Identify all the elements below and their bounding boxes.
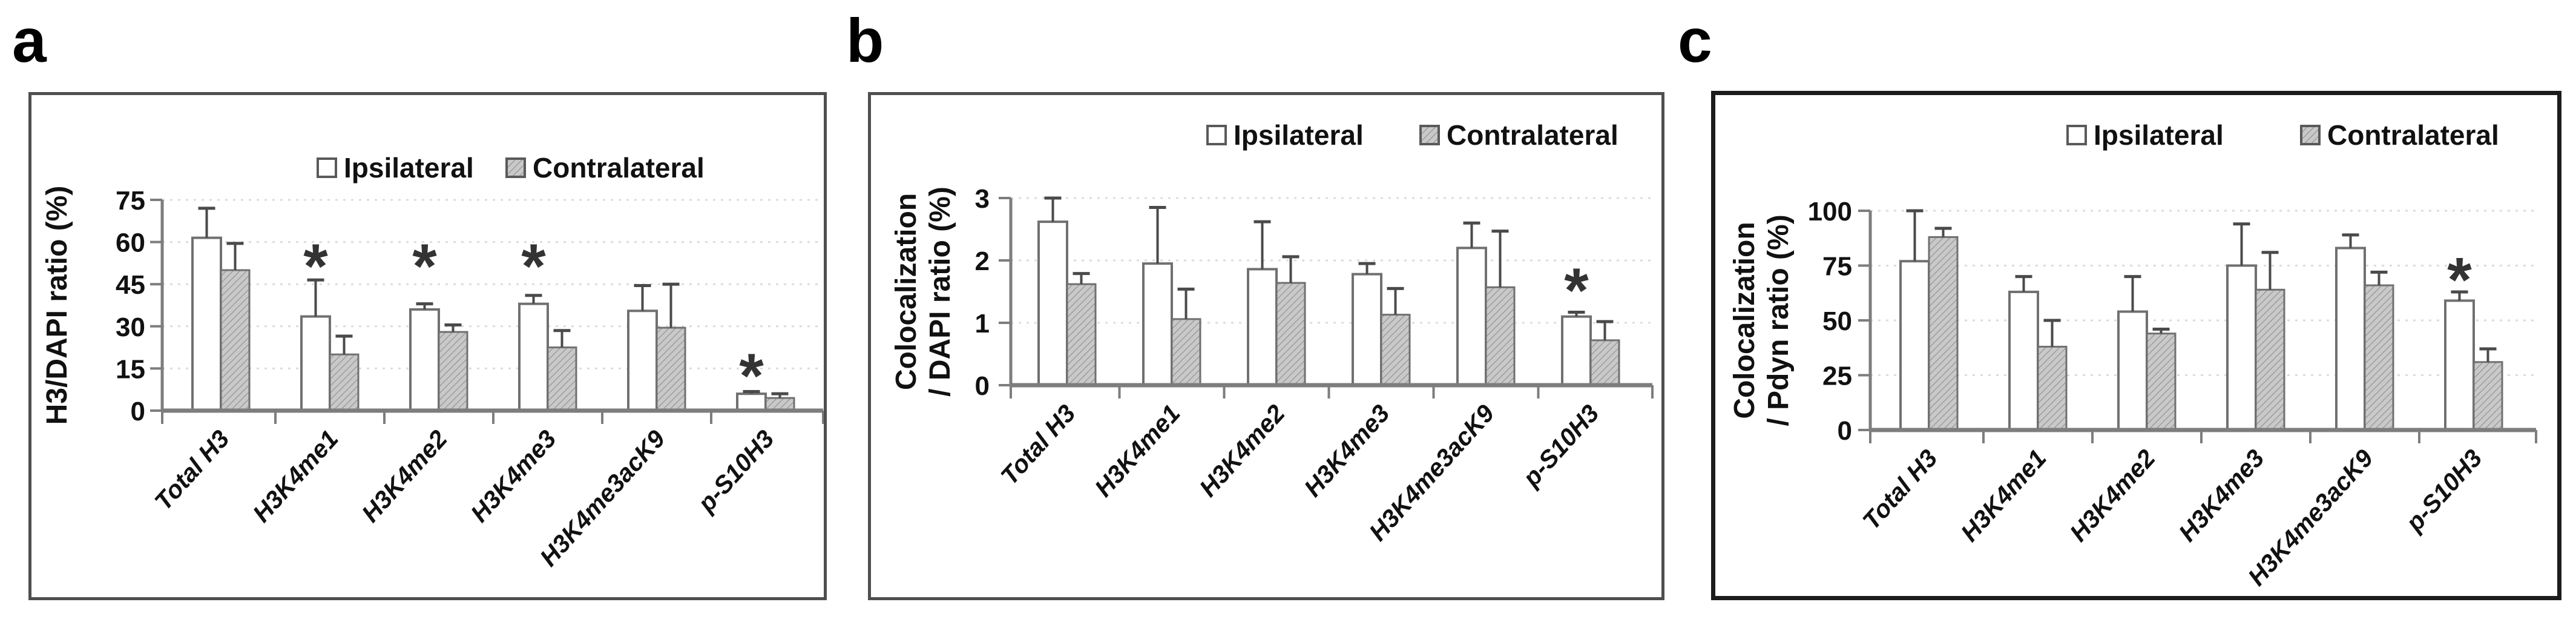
- bar-contralateral: [329, 353, 360, 412]
- legend-label: Ipsilateral: [2094, 119, 2224, 151]
- bar-ipsilateral: [2335, 246, 2366, 431]
- category-label: p-S10H3: [1517, 399, 1605, 492]
- bar-ipsilateral: [1561, 315, 1592, 387]
- bar-contralateral: [1928, 236, 1959, 431]
- panel-b-box: 0 1 2 3 Colocalization / DAPI ratio (%) * Total…: [868, 92, 1664, 600]
- category-label: Total H3: [1857, 444, 1943, 535]
- panel-c-chart: 0 25 50 75 100 Colocalization / Pdyn ratio (%)…: [1729, 119, 2537, 591]
- bar-ipsilateral: [518, 302, 549, 412]
- legend-swatch-ipsilateral: [2066, 125, 2087, 145]
- bar-contralateral: [1066, 283, 1097, 386]
- significance-star: *: [739, 341, 764, 411]
- category-label: H3K4me2: [356, 425, 452, 528]
- bar-ipsilateral: [409, 308, 440, 412]
- bar-contralateral: [656, 326, 686, 412]
- bar-ipsilateral: [2226, 264, 2257, 431]
- category-label: H3K4me1: [1955, 444, 2051, 547]
- category-label: H3K4me2: [1194, 399, 1290, 502]
- category-label: H3K4me1: [247, 425, 343, 528]
- y-tick-label: 45: [116, 270, 145, 300]
- bar-ipsilateral: [191, 236, 222, 412]
- y-axis-title: Colocalization: [890, 193, 922, 390]
- legend-swatch-contralateral: [1419, 125, 1440, 145]
- bar-contralateral: [220, 269, 251, 412]
- panel-a-chart: 0 15 30 45 60 75 H3/DAPI ratio (%) * * * * Total H3…: [41, 152, 824, 572]
- panel-letter-a: a: [12, 6, 47, 75]
- category-label: Total H3: [995, 399, 1081, 490]
- y-tick-label: 0: [131, 397, 145, 426]
- bar-contralateral: [2255, 288, 2285, 431]
- bar-contralateral: [1380, 314, 1411, 386]
- bar-contralateral: [2146, 333, 2177, 431]
- bar-ipsilateral: [1456, 246, 1487, 386]
- y-axis-title: H3/DAPI ratio (%): [41, 186, 73, 425]
- y-tick-label: 75: [1822, 252, 1852, 282]
- bar-ipsilateral: [1247, 268, 1278, 387]
- bar-contralateral: [2364, 284, 2394, 431]
- panel-letter-c: c: [1678, 6, 1712, 75]
- bar-contralateral: [2037, 345, 2068, 431]
- category-label: H3K4me2: [2064, 444, 2160, 547]
- bar-ipsilateral: [1037, 220, 1068, 386]
- bar-ipsilateral: [1142, 262, 1173, 386]
- y-tick-label: 100: [1808, 197, 1852, 227]
- y-axis-title: Colocalization: [1729, 222, 1761, 419]
- y-tick-label: 1: [975, 309, 990, 339]
- legend-label: Ipsilateral: [344, 152, 474, 184]
- category-label: p-S10H3: [2400, 444, 2488, 537]
- category-label: H3K4me3: [2173, 444, 2269, 547]
- bar-contralateral: [438, 331, 468, 412]
- bar-contralateral: [1589, 339, 1620, 386]
- category-label: p-S10H3: [692, 425, 780, 518]
- legend-swatch-ipsilateral: [1206, 125, 1227, 145]
- legend-label: Contralateral: [1447, 119, 1618, 151]
- legend-swatch-contralateral: [505, 157, 526, 178]
- y-tick-label: 3: [975, 184, 990, 214]
- y-tick-label: 50: [1822, 306, 1852, 336]
- panel-b-chart: 0 1 2 3 Colocalization / DAPI ratio (%) * Total…: [890, 119, 1654, 546]
- significance-star: *: [412, 231, 437, 302]
- y-tick-label: 0: [975, 371, 990, 401]
- bar-ipsilateral: [2117, 310, 2148, 431]
- bar-ipsilateral: [1899, 260, 1930, 431]
- bar-contralateral: [2472, 361, 2503, 431]
- significance-star: *: [303, 231, 328, 302]
- y-axis-title: / Pdyn ratio (%): [1763, 214, 1795, 426]
- panel-a-box: 0 15 30 45 60 75 H3/DAPI ratio (%) * * * * Total H3…: [28, 92, 827, 600]
- y-tick-label: 75: [116, 186, 145, 216]
- legend-label: Contralateral: [533, 152, 705, 184]
- bar-ipsilateral: [1352, 273, 1382, 386]
- y-tick-label: 25: [1822, 362, 1852, 391]
- bar-ipsilateral: [2444, 299, 2475, 432]
- significance-star: *: [2447, 245, 2472, 316]
- bar-ipsilateral: [2008, 290, 2039, 431]
- y-tick-label: 60: [116, 228, 145, 258]
- legend-label: Contralateral: [2327, 119, 2499, 151]
- significance-star: *: [1564, 256, 1589, 326]
- y-tick-label: 30: [116, 313, 145, 342]
- significance-star: *: [521, 231, 546, 302]
- legend-swatch-contralateral: [2300, 125, 2321, 145]
- category-label: Total H3: [149, 425, 235, 515]
- category-label: H3K4me3: [465, 425, 561, 528]
- legend-label: Ipsilateral: [1234, 119, 1364, 151]
- bar-contralateral: [1171, 318, 1201, 386]
- y-tick-label: 15: [116, 354, 145, 384]
- y-tick-label: 2: [975, 246, 990, 276]
- bar-contralateral: [1275, 282, 1306, 386]
- bar-contralateral: [547, 346, 577, 412]
- bar-contralateral: [1485, 286, 1516, 386]
- category-label: H3K4me1: [1089, 399, 1185, 502]
- panel-c-box: 0 25 50 75 100 Colocalization / Pdyn ratio (%)…: [1711, 91, 2561, 600]
- bar-ipsilateral: [300, 315, 331, 412]
- category-label: H3K4me3: [1298, 399, 1395, 502]
- bar-ipsilateral: [627, 309, 658, 412]
- panel-letter-b: b: [846, 6, 884, 75]
- y-axis-title: / DAPI ratio (%): [924, 187, 956, 397]
- y-tick-label: 0: [1838, 416, 1852, 446]
- legend-swatch-ipsilateral: [317, 157, 337, 178]
